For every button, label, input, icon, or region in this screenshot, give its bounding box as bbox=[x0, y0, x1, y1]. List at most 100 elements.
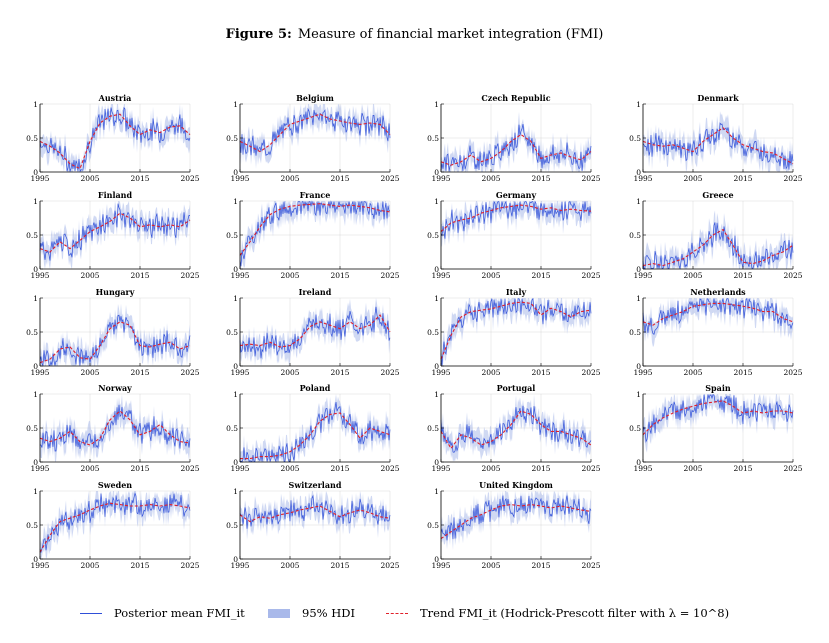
trend-line bbox=[239, 203, 391, 256]
x-tick-label: 2005 bbox=[683, 464, 702, 473]
x-tick-label: 2015 bbox=[130, 561, 149, 570]
x-tick-label: 2005 bbox=[280, 561, 299, 570]
panel-title: Portugal bbox=[497, 383, 536, 393]
y-tick-label: 0.5 bbox=[26, 424, 38, 433]
trend-line bbox=[240, 412, 391, 460]
x-tick-label: 2005 bbox=[80, 368, 99, 377]
x-tick-label: 2015 bbox=[733, 271, 752, 280]
x-tick-label: 2025 bbox=[581, 464, 600, 473]
hdi-band bbox=[441, 491, 591, 550]
figure-caption: Measure of financial market integration … bbox=[297, 27, 604, 42]
panel-norway: 0 0.5 1 1995 2005 2015 2025 Norway bbox=[26, 383, 200, 473]
posterior-mean-line bbox=[239, 494, 391, 529]
x-tick-label: 2025 bbox=[581, 368, 600, 377]
y-tick-label: 1 bbox=[434, 197, 439, 206]
x-tick-label: 2025 bbox=[180, 464, 199, 473]
y-tick-label: 1 bbox=[636, 197, 641, 206]
panel-title: Switzerland bbox=[289, 480, 342, 490]
x-tick-label: 1995 bbox=[230, 271, 249, 280]
panel-france: 0 0.5 1 1995 2005 2015 2025 France bbox=[226, 190, 400, 280]
posterior-mean-line bbox=[440, 297, 592, 366]
panel-united-kingdom: 0 0.5 1 1995 2005 2015 2025 United Kingdom bbox=[427, 480, 601, 570]
hdi-band bbox=[240, 394, 390, 462]
hdi-band bbox=[441, 201, 591, 248]
x-tick-label: 2005 bbox=[80, 464, 99, 473]
posterior-mean-line bbox=[642, 394, 794, 443]
hdi-band bbox=[40, 491, 190, 559]
posterior-mean-line bbox=[239, 200, 391, 267]
panel-czech-republic: 0 0.5 1 1995 2005 2015 2025 Czech Republic bbox=[427, 93, 601, 183]
panel-netherlands: 0 0.5 1 1995 2005 2015 2025 Netherlands bbox=[629, 287, 803, 377]
x-tick-label: 2015 bbox=[330, 464, 349, 473]
x-tick-label: 2005 bbox=[683, 368, 702, 377]
x-tick-label: 1995 bbox=[30, 174, 49, 183]
panel-finland: 0 0.5 1 1995 2005 2015 2025 Finland bbox=[26, 190, 200, 280]
x-tick-label: 2005 bbox=[80, 561, 99, 570]
y-tick-label: 0 bbox=[636, 168, 641, 177]
y-tick-label: 0.5 bbox=[427, 424, 439, 433]
y-tick-label: 0 bbox=[33, 458, 38, 467]
posterior-mean-line bbox=[39, 492, 191, 553]
y-tick-label: 0.5 bbox=[226, 424, 238, 433]
legend-hdi-label: 95% HDI bbox=[302, 606, 356, 620]
trend-line bbox=[440, 204, 592, 233]
x-tick-label: 2005 bbox=[481, 464, 500, 473]
x-tick-label: 2025 bbox=[380, 464, 399, 473]
panel-title: France bbox=[300, 190, 331, 200]
y-tick-label: 0 bbox=[33, 265, 38, 274]
y-tick-label: 0.5 bbox=[427, 521, 439, 530]
y-tick-label: 0.5 bbox=[629, 328, 641, 337]
y-tick-label: 0.5 bbox=[226, 231, 238, 240]
x-tick-label: 1995 bbox=[230, 464, 249, 473]
x-tick-label: 1995 bbox=[431, 174, 450, 183]
panel-title: Czech Republic bbox=[481, 93, 550, 103]
y-tick-label: 1 bbox=[434, 294, 439, 303]
x-tick-label: 1995 bbox=[431, 271, 450, 280]
x-tick-label: 2025 bbox=[380, 271, 399, 280]
x-tick-label: 2025 bbox=[783, 368, 802, 377]
x-tick-label: 1995 bbox=[230, 174, 249, 183]
trend-line bbox=[239, 113, 391, 153]
y-tick-label: 0.5 bbox=[26, 231, 38, 240]
panel-title: Austria bbox=[98, 93, 132, 103]
x-tick-label: 2005 bbox=[481, 174, 500, 183]
posterior-mean-line bbox=[239, 306, 391, 359]
panel-spain: 0 0.5 1 1995 2005 2015 2025 Spain bbox=[629, 383, 803, 473]
panel-hungary: 0 0.5 1 1995 2005 2015 2025 Hungary bbox=[26, 287, 200, 377]
y-tick-label: 0 bbox=[434, 265, 439, 274]
x-tick-label: 2005 bbox=[481, 561, 500, 570]
y-tick-label: 1 bbox=[233, 197, 238, 206]
legend-trend: Trend FMI_it (Hodrick-Prescott filter wi… bbox=[386, 606, 729, 620]
panel-title: Germany bbox=[496, 190, 537, 200]
x-tick-label: 2005 bbox=[683, 174, 702, 183]
panel-title: Hungary bbox=[96, 287, 135, 297]
hdi-band bbox=[643, 394, 793, 453]
trend-line bbox=[642, 302, 794, 326]
y-tick-label: 0 bbox=[233, 458, 238, 467]
y-tick-label: 0 bbox=[636, 362, 641, 371]
x-tick-label: 2015 bbox=[130, 368, 149, 377]
x-tick-label: 2005 bbox=[280, 464, 299, 473]
x-tick-label: 2025 bbox=[581, 561, 600, 570]
panel-ireland: 0 0.5 1 1995 2005 2015 2025 Ireland bbox=[226, 287, 400, 377]
y-tick-label: 1 bbox=[33, 390, 38, 399]
panel-title: Denmark bbox=[697, 93, 739, 103]
trend-line bbox=[440, 301, 592, 360]
y-tick-label: 0 bbox=[434, 362, 439, 371]
legend-trend-swatch bbox=[386, 612, 408, 614]
x-tick-label: 2005 bbox=[481, 368, 500, 377]
x-tick-label: 1995 bbox=[633, 174, 652, 183]
hdi-band bbox=[240, 201, 390, 269]
x-tick-label: 2025 bbox=[783, 271, 802, 280]
posterior-mean-line bbox=[440, 200, 592, 239]
x-tick-label: 2015 bbox=[733, 368, 752, 377]
trend-line bbox=[440, 410, 592, 450]
x-tick-label: 2015 bbox=[531, 271, 550, 280]
figure-label: Figure 5: bbox=[225, 27, 292, 42]
y-tick-label: 0.5 bbox=[629, 231, 641, 240]
x-tick-label: 1995 bbox=[230, 561, 249, 570]
x-tick-label: 2005 bbox=[280, 368, 299, 377]
posterior-mean-line bbox=[642, 122, 794, 170]
panel-title: Poland bbox=[300, 383, 331, 393]
legend-hdi-swatch bbox=[268, 608, 290, 618]
